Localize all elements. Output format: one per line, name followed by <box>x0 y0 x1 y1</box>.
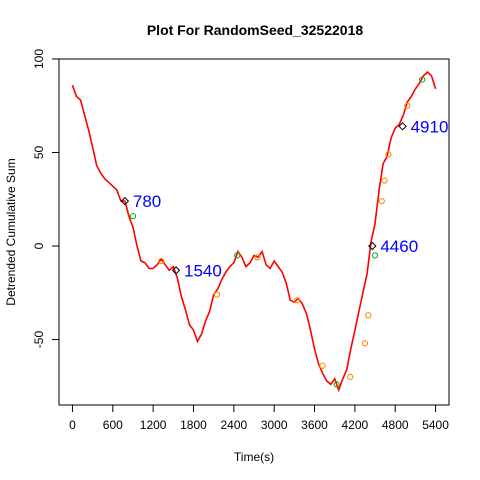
x-tick-label: 4200 <box>342 418 369 432</box>
annotation-group: 780 1540 4460 4910 <box>120 117 449 280</box>
annotation-marker <box>120 196 130 206</box>
x-tick-label: 4800 <box>382 418 409 432</box>
y-axis-label: Detrended Cumulative Sum <box>4 158 18 305</box>
data-point <box>254 254 261 261</box>
x-tick-label: 3000 <box>261 418 288 432</box>
y-tick-label: 50 <box>32 146 46 160</box>
data-point <box>129 212 137 220</box>
x-tick-label: 3600 <box>301 418 328 432</box>
data-point <box>158 257 165 265</box>
x-tick-label: 5400 <box>422 418 449 432</box>
data-point <box>365 312 372 319</box>
marker-group <box>129 76 426 388</box>
y-tick-label: -50 <box>32 331 46 349</box>
data-point <box>371 252 379 259</box>
x-tick-label: 0 <box>69 418 76 432</box>
data-point <box>378 197 385 205</box>
annotation-marker <box>398 122 407 131</box>
annotation-label: 4460 <box>380 237 418 256</box>
y-tick-label: 100 <box>32 49 46 69</box>
annotation-label: 780 <box>133 192 161 211</box>
plot-frame <box>58 58 450 406</box>
axis-ticks: 0 600 1200 1800 2400 3000 3600 4200 4800 5400 -50 0… <box>32 49 449 432</box>
data-point <box>385 151 392 158</box>
x-tick-label: 2400 <box>220 418 247 432</box>
x-tick-label: 1200 <box>140 418 167 432</box>
data-point <box>213 291 221 298</box>
data-point <box>404 102 411 109</box>
data-point <box>418 76 426 83</box>
annotation-marker <box>368 241 377 251</box>
data-point <box>333 381 340 388</box>
x-axis-label: Time(s) <box>234 450 274 464</box>
data-point <box>319 362 326 369</box>
data-point <box>381 177 388 184</box>
annotation-label: 4910 <box>411 117 449 136</box>
chart-title: Plot For RandomSeed_32522018 <box>147 22 364 38</box>
data-point <box>293 297 301 304</box>
series-line <box>71 71 437 393</box>
data-point <box>234 252 241 259</box>
y-tick-label: 0 <box>32 242 46 249</box>
annotation-label: 1540 <box>184 261 222 280</box>
data-point <box>347 373 354 381</box>
x-tick-label: 1800 <box>180 418 207 432</box>
data-point <box>361 340 369 347</box>
annotation-marker <box>171 266 181 275</box>
x-tick-label: 600 <box>103 418 123 432</box>
series-group <box>71 71 437 393</box>
